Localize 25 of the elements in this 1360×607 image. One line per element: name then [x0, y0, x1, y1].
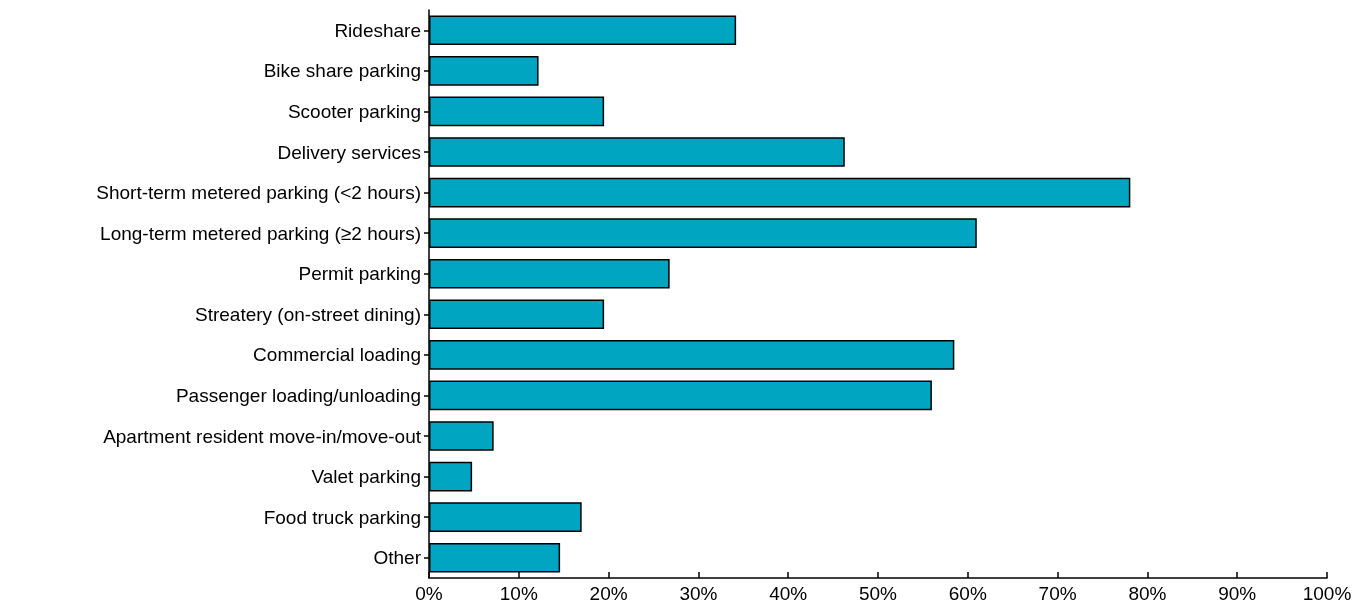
x-tick-label: 90%	[1218, 583, 1257, 604]
y-tick-label: Apartment resident move-in/move-out	[103, 425, 422, 447]
y-tick-label: Short-term metered parking (<2 hours)	[96, 182, 421, 204]
x-tick-label: 80%	[1128, 583, 1167, 604]
x-tick-label: 20%	[589, 583, 628, 604]
x-tick-label: 70%	[1038, 583, 1077, 604]
y-tick-label: Other	[373, 547, 422, 569]
x-tick-label: 40%	[769, 583, 808, 604]
x-tick-label: 30%	[679, 583, 718, 604]
y-tick-label: Permit parking	[298, 263, 421, 285]
y-tick-label: Delivery services	[277, 141, 421, 163]
x-tick-label: 60%	[948, 583, 987, 604]
y-tick-label: Bike share parking	[263, 60, 421, 82]
y-tick-label: Passenger loading/unloading	[175, 384, 421, 406]
x-tick-label: 50%	[858, 583, 898, 604]
y-tick-label: Scooter parking	[287, 100, 421, 122]
y-tick-label: Long-term metered parking (≥2 hours)	[100, 222, 421, 244]
x-tick-label: 100%	[1302, 583, 1352, 604]
y-tick-label: Rideshare	[334, 19, 421, 41]
y-tick-label: Streatery (on-street dining)	[195, 303, 421, 325]
y-tick-label: Valet parking	[311, 466, 421, 488]
x-tick-label: 10%	[499, 583, 538, 604]
y-tick-label: Food truck parking	[263, 506, 421, 528]
x-tick-label: 0%	[415, 583, 443, 604]
y-tick-label: Commercial loading	[253, 344, 421, 366]
